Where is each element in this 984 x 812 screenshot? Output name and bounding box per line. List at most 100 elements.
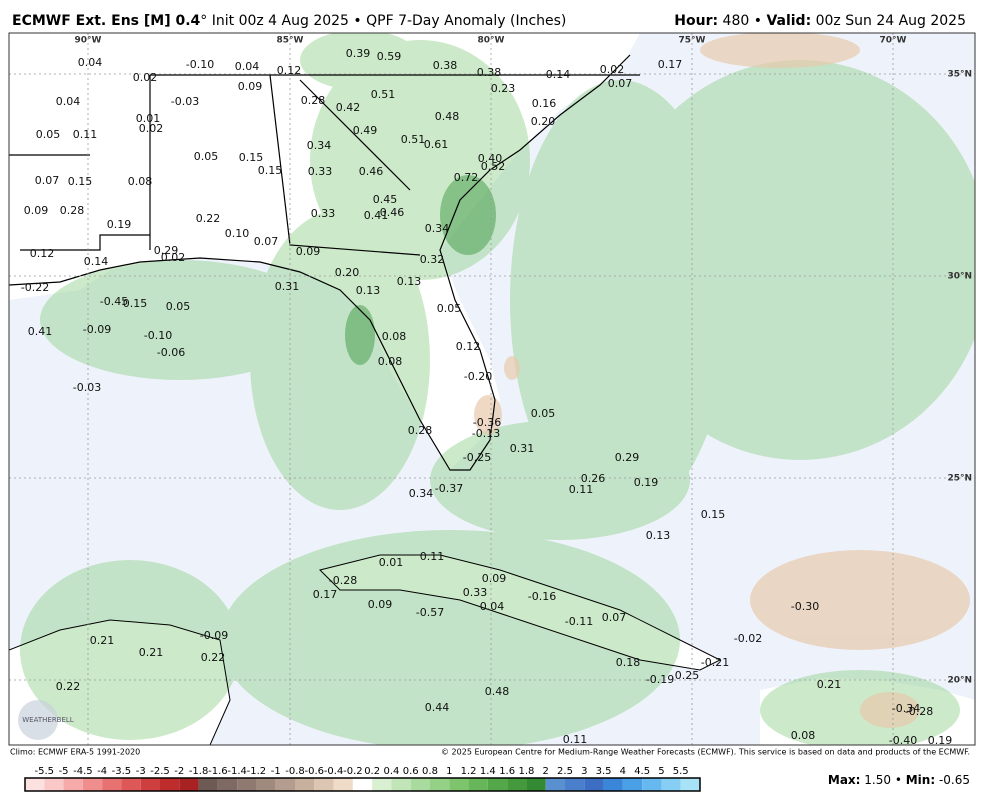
colorbar-cell — [372, 778, 392, 791]
anomaly-value: -0.36 — [473, 416, 501, 429]
colorbar-tick: 5 — [658, 766, 664, 777]
anomaly-value: 0.33 — [463, 586, 488, 599]
anomaly-value: 0.11 — [420, 550, 445, 563]
anomaly-value: 0.15 — [123, 297, 148, 310]
colorbar-cell — [275, 778, 295, 791]
colorbar-tick: -0.8 — [285, 766, 305, 777]
anomaly-value: -0.11 — [565, 615, 593, 628]
lat-label: 25°N — [947, 474, 972, 484]
point-labels: 0.04 -0.10 0.04 0.12 0.39 0.59 0.38 0.38 0.14 0.0… — [21, 47, 952, 745]
colorbar-cell — [160, 778, 180, 791]
colorbar-tick: 0.2 — [364, 766, 380, 777]
anomaly-value: 0.21 — [817, 678, 842, 691]
colorbar-cell — [256, 778, 276, 791]
max-value: 1.50 • — [860, 773, 905, 787]
colorbar-cell — [82, 778, 103, 791]
anomaly-value: -0.37 — [435, 482, 463, 495]
anomaly-value: 0.07 — [602, 611, 627, 624]
colorbar-cell — [102, 778, 122, 791]
anomaly-value: 0.40 — [478, 152, 503, 165]
anomaly-value: 0.51 — [401, 133, 426, 146]
anomaly-value: 0.11 — [569, 483, 594, 496]
colorbar-cell — [410, 778, 430, 791]
colorbar-cell — [179, 778, 199, 791]
lat-label: 20°N — [947, 676, 972, 686]
state-borders — [9, 74, 640, 256]
colorbar-tick: -5.5 — [35, 766, 55, 777]
lon-label: 70°W — [880, 36, 907, 46]
anomaly-value: -0.28 — [329, 574, 357, 587]
colorbar-cell — [507, 778, 527, 791]
anomaly-value: 0.10 — [225, 227, 250, 240]
colorbar-cell — [642, 778, 662, 791]
anomaly-value: 0.20 — [335, 266, 360, 279]
anomaly-value: 0.13 — [397, 275, 422, 288]
colorbar-tick: -2 — [174, 766, 184, 777]
map: 90°W 85°W 80°W 75°W 70°W 35°N 30°N 25°N 20°N 0.0… — [9, 33, 975, 745]
anomaly-value: 0.08 — [128, 175, 153, 188]
colorbar-tick: -3.5 — [112, 766, 132, 777]
anomaly-value: 0.14 — [546, 68, 571, 81]
anomaly-value: -0.25 — [463, 451, 491, 464]
lon-label: 90°W — [75, 36, 102, 46]
colorbar-frame — [24, 777, 701, 792]
anomaly-value: 0.12 — [456, 340, 481, 353]
anomaly-value: -0.03 — [171, 95, 199, 108]
anomaly-value: 0.33 — [311, 207, 336, 220]
anomaly-value: 0.12 — [277, 64, 302, 77]
anomaly-value: 0.51 — [371, 88, 396, 101]
colorbar-tick: 1.8 — [518, 766, 534, 777]
anomaly-value: 0.61 — [424, 138, 449, 151]
colorbar-tick: 2 — [543, 766, 549, 777]
anomaly-value: 0.44 — [425, 701, 450, 714]
colorbar-cell — [237, 778, 257, 791]
anomaly-value: 0.07 — [254, 235, 279, 248]
colorbar-cell — [295, 778, 315, 791]
anomaly-value: 0.28 — [60, 204, 85, 217]
colorbar-cell — [63, 778, 83, 791]
graticule: 90°W 85°W 80°W 75°W 70°W 35°N 30°N 25°N 20°N — [9, 33, 975, 745]
anomaly-value: 0.13 — [356, 284, 381, 297]
colorbar-tick: -0.6 — [305, 766, 325, 777]
colorbar-tick: -1.2 — [247, 766, 267, 777]
anomaly-value: -0.09 — [200, 629, 228, 642]
anomaly-value: 0.15 — [258, 164, 283, 177]
anomaly-value: 0.33 — [308, 165, 333, 178]
colorbar-cell — [468, 778, 488, 791]
colorbar-cell — [603, 778, 623, 791]
lon-label: 75°W — [679, 36, 706, 46]
colorbar-tick: -2.5 — [150, 766, 170, 777]
anomaly-value: 0.21 — [90, 634, 115, 647]
colorbar-cell — [622, 778, 643, 791]
anomaly-value: -0.30 — [791, 600, 819, 613]
colorbar-tick: 3 — [581, 766, 587, 777]
anomaly-value: -0.19 — [646, 673, 674, 686]
lon-label: 80°W — [478, 36, 505, 46]
lat-label: 30°N — [947, 272, 972, 282]
anomaly-value: 0.45 — [373, 193, 398, 206]
lon-label: 85°W — [277, 36, 304, 46]
anomaly-value: 0.29 — [615, 451, 640, 464]
anomaly-value: 0.22 — [56, 680, 81, 693]
anomaly-value: 0.28 — [301, 94, 326, 107]
anomaly-value: 0.46 — [359, 165, 384, 178]
colorbar-tick: 4.5 — [634, 766, 650, 777]
anomaly-value: 0.41 — [28, 325, 53, 338]
anomaly-value: 0.72 — [454, 171, 479, 184]
colorbar-tick: -0.4 — [324, 766, 344, 777]
anomaly-value: 0.52 — [481, 160, 506, 173]
logo-mark — [18, 700, 58, 740]
anomaly-value: 0.13 — [646, 529, 671, 542]
anomaly-value: 0.07 — [608, 77, 633, 90]
anomaly-value: 0.48 — [435, 110, 460, 123]
anomaly-value: 0.48 — [485, 685, 510, 698]
colorbar-cell — [545, 778, 565, 791]
anomaly-value: 0.22 — [196, 212, 221, 225]
anomaly-value: 0.09 — [24, 204, 49, 217]
anomaly-value: 0.59 — [377, 50, 402, 63]
anomaly-value: 0.04 — [480, 600, 505, 613]
colorbar-tick: -1 — [271, 766, 281, 777]
anomaly-value: 0.08 — [378, 355, 403, 368]
